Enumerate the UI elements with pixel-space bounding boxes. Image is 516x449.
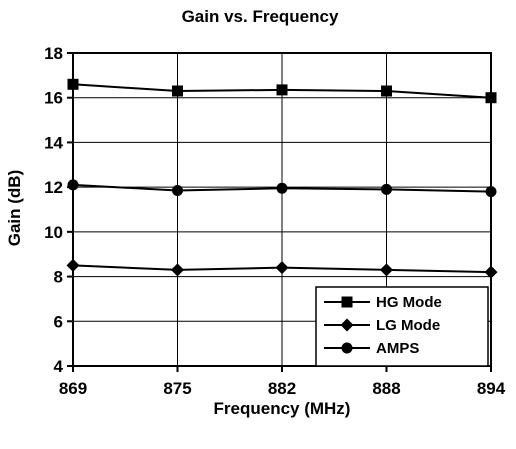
x-tick-label: 869: [59, 379, 87, 398]
legend-marker: [341, 342, 353, 354]
chart-legend: HG Mode LG Mode AMPS: [315, 286, 489, 367]
legend-item: AMPS: [324, 340, 419, 357]
data-point: [171, 263, 184, 277]
y-tick-label: 18: [44, 44, 63, 63]
legend-label: AMPS: [376, 340, 419, 357]
data-point: [484, 265, 498, 279]
x-tick-label: 888: [372, 379, 400, 398]
legend-label: HG Mode: [376, 294, 442, 311]
legend-item: LG Mode: [324, 317, 440, 334]
series-hg-mode: [67, 78, 497, 104]
data-point: [381, 183, 392, 195]
series-amps: [67, 179, 497, 198]
chart-title: Gain vs. Frequency: [182, 7, 339, 26]
series-layer: [66, 78, 498, 279]
y-tick-label: 12: [44, 178, 63, 197]
data-point: [172, 85, 183, 97]
data-point: [485, 186, 497, 198]
x-tick-label: 882: [268, 379, 296, 398]
y-tick-label: 6: [54, 312, 63, 331]
data-point: [276, 84, 288, 96]
x-axis-label: Frequency (MHz): [214, 399, 351, 418]
y-axis-label: Gain (dB): [5, 170, 24, 247]
data-point: [67, 179, 79, 191]
data-point: [275, 261, 289, 275]
y-tick-label: 10: [44, 223, 63, 242]
y-tick-label: 14: [44, 133, 63, 152]
legend-label: LG Mode: [376, 317, 440, 334]
y-tick-label: 4: [54, 357, 64, 376]
y-tick-label: 16: [44, 89, 63, 108]
series-lg-mode: [66, 258, 498, 279]
data-point: [485, 92, 497, 104]
data-point: [67, 78, 79, 90]
data-point: [380, 263, 393, 277]
data-point: [381, 85, 392, 97]
legend-marker: [341, 296, 353, 308]
data-point: [276, 182, 288, 194]
x-tick-label: 894: [477, 379, 506, 398]
y-tick-label: 8: [54, 268, 63, 287]
data-point: [172, 184, 183, 196]
tick-labels: 4 6 8 10 12 14 16 18 869 875 882 888 894: [44, 44, 506, 398]
legend-item: HG Mode: [324, 294, 442, 311]
data-point: [66, 258, 80, 272]
x-tick-label: 875: [163, 379, 191, 398]
legend-marker: [340, 318, 354, 332]
